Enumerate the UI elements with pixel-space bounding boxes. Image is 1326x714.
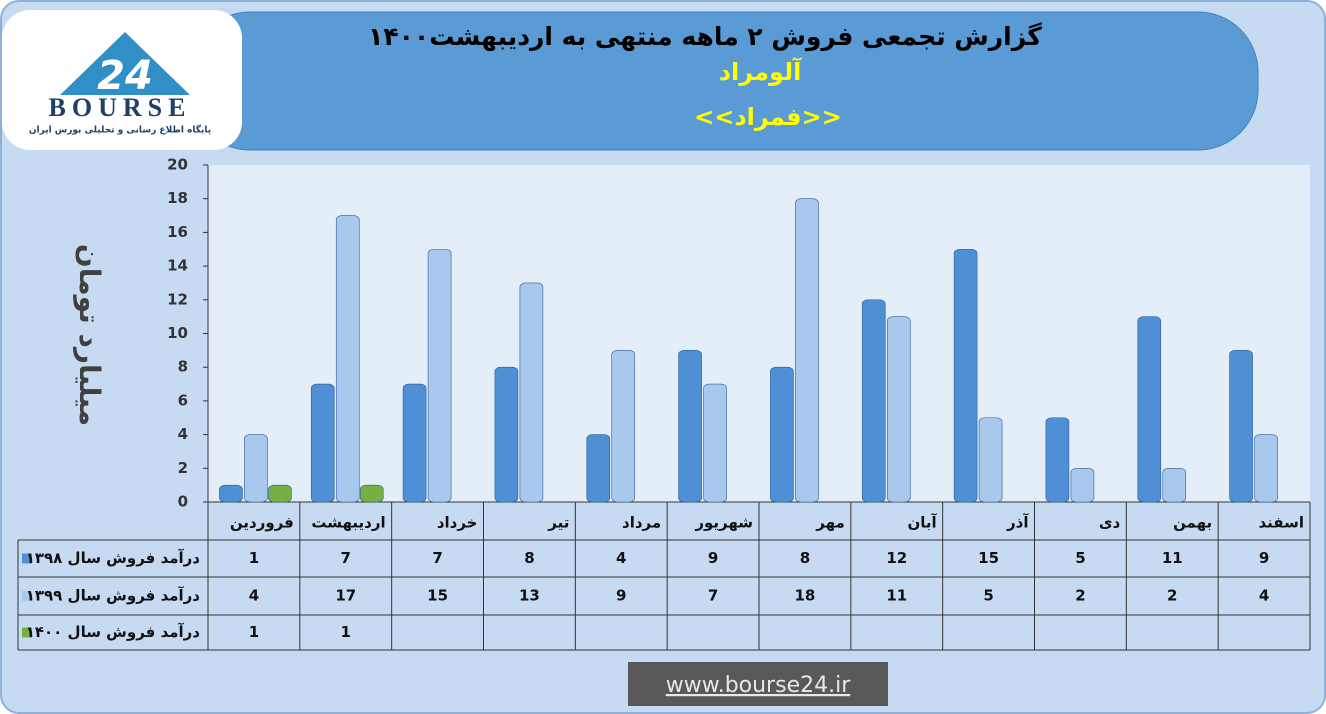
chart-symbol: <<فمراد>>: [694, 103, 842, 131]
bar: [1162, 467, 1187, 503]
plot-area: [208, 165, 1310, 502]
table-value: 7: [432, 549, 442, 567]
table-value: 11: [1162, 549, 1183, 567]
bar: [1137, 316, 1162, 503]
table-value: 12: [886, 549, 907, 567]
bar: [1070, 467, 1095, 503]
y-tick-label: 10: [167, 324, 188, 342]
bar: [861, 299, 886, 503]
bar: [953, 248, 978, 503]
table-value: 5: [983, 587, 993, 605]
legend-label: درآمد فروش سال ۱۴۰۰: [26, 623, 201, 641]
x-tick-label: مرداد: [622, 514, 661, 532]
logo-tagline: پایگاه اطلاع رسانی و تحلیلی بورس ایران: [29, 124, 211, 136]
x-tick-label: آبان: [907, 514, 937, 532]
table-value: 4: [249, 587, 259, 605]
y-tick-label: 6: [178, 391, 188, 409]
table-value: 13: [519, 587, 540, 605]
bar: [978, 417, 1003, 503]
x-tick-label: مهر: [815, 514, 845, 532]
bar: [703, 383, 727, 503]
bar: [1229, 350, 1253, 503]
bar: [268, 484, 292, 503]
logo-number: 24: [97, 53, 153, 99]
bar: [494, 366, 519, 503]
x-tick-label: تیر: [547, 514, 569, 532]
footer-url: www.bourse24.ir: [666, 673, 851, 698]
legend-swatch: [22, 591, 32, 601]
table-value: 7: [341, 549, 351, 567]
table-value: 9: [616, 587, 626, 605]
bar: [795, 198, 819, 503]
bar: [1254, 434, 1278, 503]
table-value: 17: [335, 587, 356, 605]
y-tick-label: 4: [178, 425, 188, 443]
table-value: 1: [249, 623, 259, 641]
table-value: 15: [427, 587, 448, 605]
table-value: 8: [524, 549, 534, 567]
logo-brand: BOURSE: [49, 93, 192, 122]
bar: [770, 366, 794, 503]
table-value: 4: [1259, 587, 1269, 605]
chart-title: گزارش تجمعی فروش ۲ ماهه منتهی به اردیبهش…: [368, 22, 1042, 52]
chart-subtitle: آلومراد: [719, 57, 802, 86]
legend-label: درآمد فروش سال ۱۳۹۸: [26, 549, 201, 567]
table-value: 9: [1259, 549, 1269, 567]
y-tick-label: 12: [167, 290, 188, 308]
table-value: 8: [800, 549, 810, 567]
y-tick-label: 20: [167, 156, 188, 174]
y-axis-label: میلیارد تومان: [73, 244, 106, 426]
bar: [611, 350, 636, 503]
x-tick-label: اردیبهشت: [311, 514, 385, 532]
table-value: 2: [1167, 587, 1177, 605]
bar: [678, 350, 702, 503]
x-tick-label: بهمن: [1173, 514, 1212, 532]
bar: [335, 215, 360, 503]
table-value: 11: [886, 587, 907, 605]
legend-swatch: [22, 553, 32, 564]
table-value: 7: [708, 587, 718, 605]
table-value: 4: [616, 549, 626, 567]
bar: [244, 434, 268, 503]
footer-box: [628, 662, 888, 706]
table-value: 1: [341, 623, 351, 641]
x-tick-label: دی: [1099, 514, 1121, 532]
bar: [886, 316, 911, 503]
bar: [402, 383, 427, 503]
x-tick-label: فروردین: [230, 514, 294, 532]
table-value: 1: [249, 549, 259, 567]
x-tick-label: شهریور: [694, 514, 753, 532]
table-value: 9: [708, 549, 718, 567]
y-tick-label: 16: [167, 223, 188, 241]
bar: [219, 484, 243, 503]
bar: [519, 282, 544, 503]
bar: [359, 484, 384, 503]
y-tick-label: 8: [178, 358, 188, 376]
x-tick-label: اسفند: [1259, 514, 1304, 532]
table-value: 2: [1075, 587, 1085, 605]
x-tick-label: آذر: [1006, 514, 1029, 532]
y-tick-label: 14: [167, 257, 188, 275]
legend-swatch: [22, 627, 32, 638]
bar: [310, 383, 335, 503]
table-value: 5: [1075, 549, 1085, 567]
bar: [586, 434, 611, 503]
legend-label: درآمد فروش سال ۱۳۹۹: [26, 587, 201, 605]
logo-triangle: [60, 32, 190, 95]
table-value: 15: [978, 549, 999, 567]
x-tick-label: خرداد: [437, 514, 478, 532]
y-tick-label: 0: [178, 493, 188, 511]
y-tick-label: 2: [178, 459, 188, 477]
bar: [427, 248, 452, 503]
y-tick-label: 18: [167, 189, 188, 207]
table-value: 18: [794, 587, 815, 605]
bar: [1045, 417, 1070, 503]
